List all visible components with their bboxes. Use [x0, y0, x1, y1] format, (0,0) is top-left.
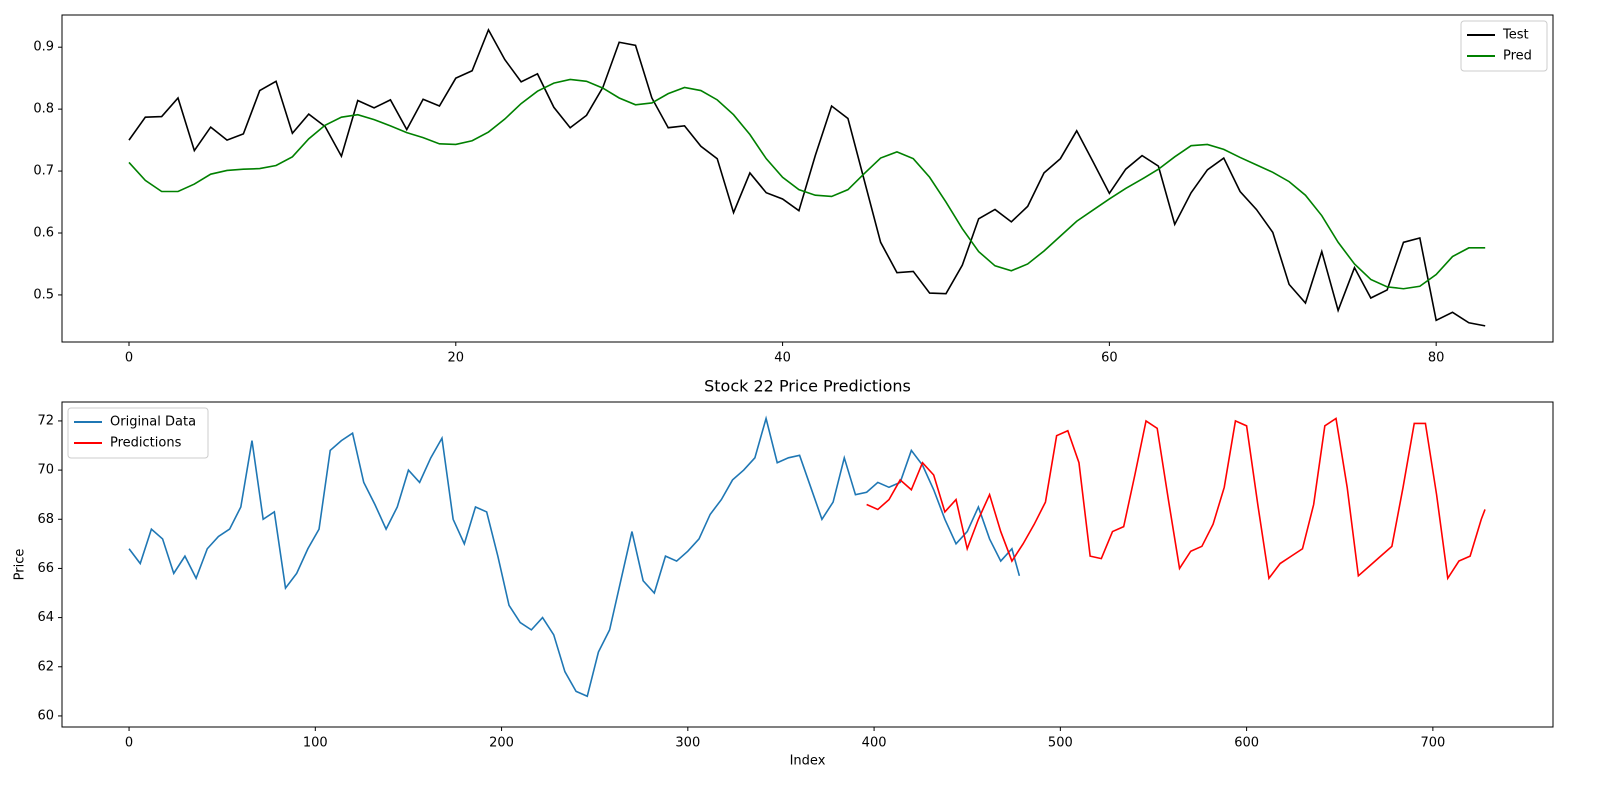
y-tick-label: 64 — [37, 610, 54, 625]
x-tick-label: 0 — [125, 736, 133, 751]
y-axis-label: Price — [13, 549, 28, 581]
y-tick-label: 66 — [37, 561, 54, 576]
x-tick-label: 500 — [1048, 736, 1073, 751]
series-line — [128, 78, 1486, 290]
x-tick-label: 700 — [1420, 736, 1445, 751]
plot-frame — [61, 14, 1554, 343]
y-tick-label: 68 — [37, 512, 54, 527]
plot-frame — [61, 401, 1554, 728]
series-line — [866, 417, 1486, 581]
series-line — [128, 415, 1021, 698]
x-tick-label: 60 — [1101, 351, 1118, 366]
legend-label: Pred — [1503, 49, 1532, 64]
x-axis-label: Index — [790, 754, 826, 769]
legend-box — [1460, 20, 1548, 72]
x-tick-label: 200 — [489, 736, 514, 751]
y-tick-label: 0.7 — [33, 164, 54, 179]
x-tick-label: 600 — [1234, 736, 1259, 751]
y-tick-label: 0.8 — [33, 102, 54, 117]
legend-box — [67, 407, 209, 459]
y-tick-label: 0.6 — [33, 226, 54, 241]
chart-title: Stock 22 Price Predictions — [704, 377, 911, 396]
legend-label: Original Data — [110, 415, 196, 430]
x-tick-label: 0 — [125, 351, 133, 366]
y-tick-label: 0.5 — [33, 287, 54, 302]
x-tick-label: 100 — [303, 736, 328, 751]
y-tick-label: 0.9 — [33, 40, 54, 55]
y-tick-label: 72 — [37, 413, 54, 428]
y-tick-label: 60 — [37, 708, 54, 723]
x-tick-label: 400 — [862, 736, 887, 751]
legend-label: Predictions — [110, 436, 182, 451]
series-line — [128, 27, 1486, 327]
x-tick-label: 300 — [675, 736, 700, 751]
legend-label: Test — [1502, 28, 1529, 43]
x-tick-label: 40 — [774, 351, 791, 366]
x-tick-label: 20 — [448, 351, 465, 366]
y-tick-label: 62 — [37, 659, 54, 674]
y-tick-label: 70 — [37, 463, 54, 478]
x-tick-label: 80 — [1428, 351, 1445, 366]
